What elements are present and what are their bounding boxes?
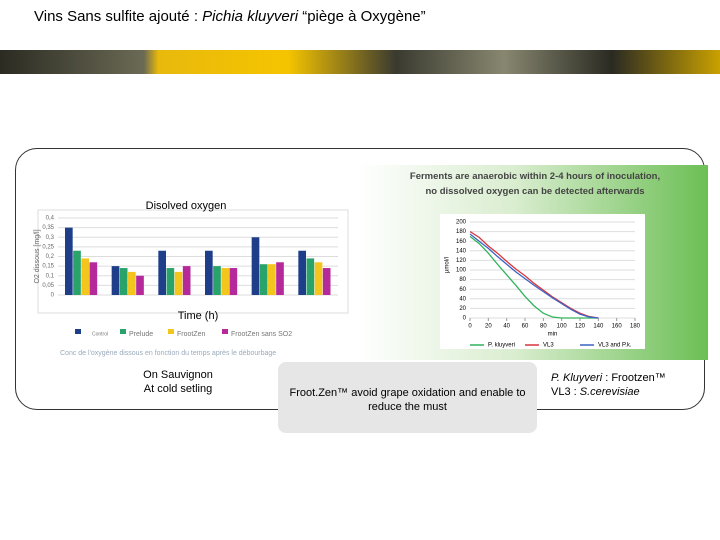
- y-tick-label: 160: [456, 239, 467, 245]
- y-tick-label: 0,4: [46, 216, 55, 222]
- bar: [314, 262, 323, 295]
- y-tick-label: 20: [459, 306, 466, 312]
- strains: P. Kluyveri : Frootzen™ VL3 : S.cerevisi…: [551, 371, 666, 399]
- bar: [174, 271, 183, 295]
- bar: [322, 268, 331, 295]
- x-tick-label: 140: [593, 324, 604, 330]
- bar: [251, 237, 260, 295]
- x-tick-label: 40: [503, 324, 510, 330]
- bar: [111, 266, 120, 295]
- y-tick-label: 100: [456, 268, 467, 274]
- bar: [65, 227, 73, 295]
- legend-label: FrootZen: [177, 331, 206, 338]
- strain-line: P. Kluyveri : Frootzen™: [551, 371, 666, 385]
- x-tick-label: 120: [575, 324, 586, 330]
- x-tick-label: 80: [540, 324, 547, 330]
- grape-line: On Sauvignon: [143, 369, 213, 381]
- bar: [73, 250, 81, 295]
- title-lead: Vins Sans sulfite ajouté :: [34, 8, 203, 25]
- x-tick-label: 100: [557, 324, 568, 330]
- legend-label: VL3: [543, 343, 554, 349]
- legend-swatch: [168, 329, 174, 334]
- y-axis-label: µmol/l: [445, 257, 451, 273]
- x-tick-label: 20: [485, 324, 492, 330]
- bar: [268, 264, 276, 295]
- y-tick-label: 120: [456, 258, 467, 264]
- legend-label: P. kluyveri: [488, 343, 515, 349]
- y-tick-label: 80: [459, 277, 466, 283]
- bar: [158, 250, 166, 295]
- chart-title: Disolved oxygen: [146, 200, 227, 212]
- legend-label: Control: [92, 331, 108, 337]
- y-tick-label: 0: [51, 293, 55, 299]
- y-tick-label: 0,05: [42, 283, 54, 289]
- x-tick-label: 160: [612, 324, 623, 330]
- bar: [166, 268, 175, 295]
- x-axis-label: min: [548, 332, 558, 338]
- strain-name: VL3 :: [551, 386, 580, 398]
- y-tick-label: 60: [459, 287, 466, 293]
- grape-line: At cold setling: [143, 383, 213, 395]
- x-tick-label: 0: [468, 324, 472, 330]
- bar: [128, 271, 136, 295]
- y-tick-label: 0,1: [46, 273, 55, 279]
- bar: [136, 275, 144, 295]
- title-tail: “piège à Oxygène”: [298, 8, 426, 25]
- bar: [182, 266, 191, 295]
- y-tick-label: 0,25: [42, 244, 54, 250]
- chart-caption: Conc de l'oxygène dissous en fonction du…: [60, 350, 276, 357]
- y-tick-label: 0,2: [46, 254, 55, 260]
- x-tick-label: 60: [522, 324, 529, 330]
- series-line: [469, 235, 599, 319]
- legend-label: Prelude: [129, 331, 153, 338]
- bar: [259, 264, 268, 295]
- y-tick-label: 180: [456, 229, 467, 235]
- legend-swatch: [222, 329, 228, 334]
- y-tick-label: 0: [463, 316, 467, 322]
- y-tick-label: 0,3: [46, 235, 55, 241]
- bar: [221, 268, 229, 295]
- bar: [213, 266, 221, 295]
- title-species: Pichia kluyveri: [202, 8, 299, 25]
- banner: [0, 50, 720, 74]
- strain-name: P. Kluyveri: [551, 372, 603, 384]
- grape-note: On Sauvignon At cold setling: [120, 368, 236, 396]
- bar: [298, 250, 306, 295]
- y-tick-label: 40: [459, 296, 466, 302]
- note-text: Froot.Zen™ avoid grape oxidation and ena…: [289, 387, 526, 413]
- y-tick-label: 140: [456, 248, 467, 254]
- legend-swatch: [120, 329, 126, 334]
- bar: [119, 268, 128, 295]
- y-tick-label: 0,15: [42, 264, 54, 270]
- series-line: [469, 231, 599, 319]
- bar: [229, 268, 238, 295]
- legend-label: VL3 and P.k.: [598, 343, 632, 349]
- y-axis-label: O2 dissous [mg/l]: [34, 229, 41, 283]
- bar: [276, 262, 284, 295]
- chart-title: Ferments are anaerobic within 2-4 hours …: [410, 171, 660, 197]
- bar: [81, 258, 89, 295]
- strain-species: S.cerevisiae: [579, 386, 640, 398]
- x-tick-label: 180: [630, 324, 641, 330]
- strain-product: : Frootzen™: [602, 372, 666, 384]
- y-tick-label: 0,35: [42, 225, 54, 231]
- strain-line: VL3 : S.cerevisiae: [551, 385, 666, 399]
- bar: [205, 250, 213, 295]
- series-line: [469, 233, 599, 319]
- legend-label: FrootZen sans SO2: [231, 331, 292, 338]
- slide-title: Vins Sans sulfite ajouté : Pichia kluyve…: [34, 8, 426, 25]
- note-box: [278, 362, 537, 433]
- bar: [89, 262, 98, 295]
- legend-swatch: [75, 329, 81, 334]
- y-tick-label: 200: [456, 220, 467, 226]
- x-axis-label: Time (h): [178, 310, 219, 322]
- bar: [306, 258, 315, 295]
